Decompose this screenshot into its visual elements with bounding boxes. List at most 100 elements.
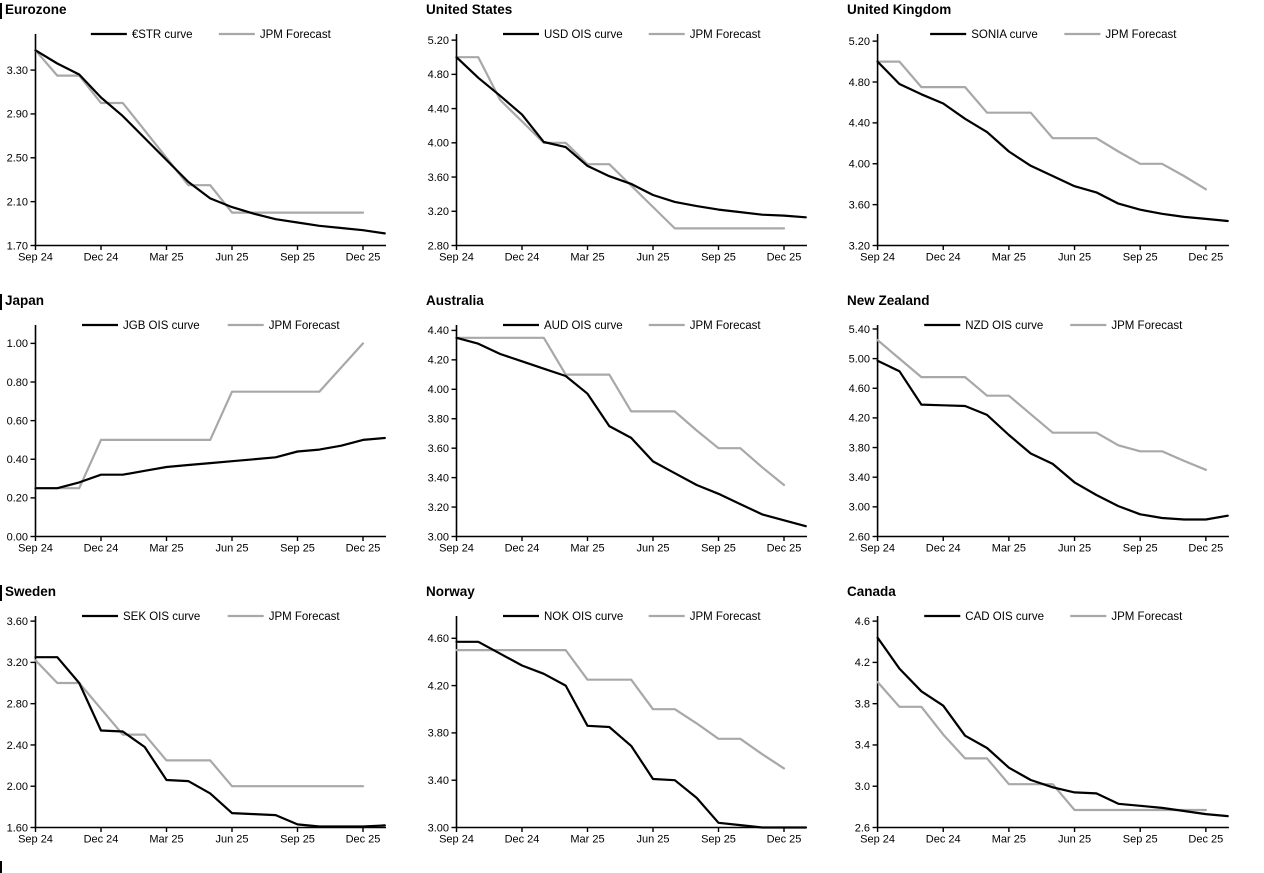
chart-canvas-united-states: 2.80 3.20 3.60 4.00 4.40 4.80 5.20 Sep 24 Dec 24… <box>428 29 807 264</box>
series-line-jpm-forecast <box>34 659 365 788</box>
y-tick-label: 3.40 <box>849 472 870 484</box>
legend-label-aud-ois-curve: AUD OIS curve <box>544 320 623 332</box>
chart-canvas-japan: 0.00 0.20 0.40 0.60 0.80 1.00 Sep 24 Dec 24 Mar … <box>7 320 386 555</box>
x-tick-label: Dec 24 <box>84 834 119 846</box>
x-tick-label: Dec 24 <box>505 252 540 264</box>
chart-panel-japan: 0.00 0.20 0.40 0.60 0.80 1.00 Sep 24 Dec 24 Mar … <box>0 291 421 582</box>
y-tick-label: 4.00 <box>428 138 449 150</box>
series-line-nok-ois-curve <box>455 640 807 829</box>
legend-label-cad-ois-curve: CAD OIS curve <box>965 611 1044 623</box>
y-tick-label: 2.90 <box>7 109 28 121</box>
x-tick-label: Dec 24 <box>84 543 119 555</box>
x-tick-label: Dec 25 <box>767 834 802 846</box>
x-tick-label: Sep 24 <box>860 543 895 555</box>
legend-label-jpm-forecast: JPM Forecast <box>690 611 762 623</box>
chart-title-united-states: United States <box>426 2 513 17</box>
y-tick-label: 1.70 <box>7 240 28 252</box>
x-tick-label: Jun 25 <box>1058 834 1091 846</box>
legend-label-jpm-forecast: JPM Forecast <box>690 29 762 41</box>
y-tick-label: 3.80 <box>849 442 870 454</box>
x-tick-label: Mar 25 <box>992 834 1026 846</box>
y-tick-label: 4.20 <box>428 680 449 692</box>
y-tick-label: 4.40 <box>428 103 449 115</box>
x-tick-label: Dec 25 <box>1188 834 1223 846</box>
series-line-jgb-ois-curve <box>34 436 386 490</box>
y-tick-label: 0.20 <box>7 493 28 505</box>
y-tick-label: 1.60 <box>7 822 28 834</box>
x-tick-label: Sep 24 <box>18 252 53 264</box>
x-tick-label: Dec 24 <box>926 252 961 264</box>
y-tick-label: 2.10 <box>7 196 28 208</box>
x-tick-label: Jun 25 <box>1058 543 1091 555</box>
y-tick-label: 3.60 <box>849 199 870 211</box>
y-tick-label: 4.60 <box>428 633 449 645</box>
x-tick-label: Dec 25 <box>346 543 381 555</box>
legend-label-sonia-curve: SONIA curve <box>971 29 1038 41</box>
series-line-jpm-forecast <box>455 336 786 487</box>
y-tick-label: 5.00 <box>849 353 870 365</box>
chart-panel-united-kingdom: 3.20 3.60 4.00 4.40 4.80 5.20 Sep 24 Dec 24 Mar … <box>842 0 1264 291</box>
x-tick-label: Sep 25 <box>280 834 315 846</box>
x-tick-label: Jun 25 <box>1058 252 1091 264</box>
legend-label-jgb-ois-curve: JGB OIS curve <box>123 320 200 332</box>
chart-title-japan: Japan <box>5 293 45 308</box>
chart-canvas-united-kingdom: 3.20 3.60 4.00 4.40 4.80 5.20 Sep 24 Dec 24 Mar … <box>849 29 1229 264</box>
x-tick-label: Dec 25 <box>1188 543 1223 555</box>
y-tick-label: 3.60 <box>7 616 28 628</box>
section-bar <box>0 3 2 19</box>
series-line-jpm-forecast <box>34 342 365 490</box>
y-tick-label: 3.60 <box>428 443 449 455</box>
x-tick-label: Mar 25 <box>570 252 604 264</box>
y-tick-label: 2.40 <box>7 740 28 752</box>
y-tick-label: 5.40 <box>849 324 870 336</box>
y-tick-label: 0.60 <box>7 415 28 427</box>
legend-label-jpm-forecast: JPM Forecast <box>260 29 332 41</box>
y-tick-label: 4.00 <box>849 159 870 171</box>
legend-label-jpm-forecast: JPM Forecast <box>1111 611 1183 623</box>
chart-canvas-canada: 2.6 3.0 3.4 3.8 4.2 4.6 Sep 24 Dec 24 Mar 25 Jun … <box>855 611 1229 846</box>
y-tick-label: 1.00 <box>7 338 28 350</box>
x-tick-label: Dec 24 <box>926 543 961 555</box>
x-tick-label: Mar 25 <box>992 252 1026 264</box>
x-tick-label: Sep 25 <box>701 543 736 555</box>
y-tick-label: 3.00 <box>428 822 449 834</box>
x-tick-label: Jun 25 <box>215 543 248 555</box>
chart-canvas-new-zealand: 2.60 3.00 3.40 3.80 4.20 4.60 5.00 5.40 Sep 24 De… <box>849 320 1229 555</box>
y-tick-label: 4.2 <box>855 657 870 669</box>
y-tick-label: 3.0 <box>855 781 870 793</box>
x-tick-label: Sep 25 <box>1123 834 1158 846</box>
chart-panel-new-zealand: 2.60 3.00 3.40 3.80 4.20 4.60 5.00 5.40 Sep 24 De… <box>842 291 1264 582</box>
series-line-jpm-forecast <box>876 680 1207 812</box>
legend-label-usd-ois-curve: USD OIS curve <box>544 29 623 41</box>
y-tick-label: 3.40 <box>428 775 449 787</box>
x-tick-label: Jun 25 <box>215 252 248 264</box>
chart-canvas-sweden: 1.60 2.00 2.40 2.80 3.20 3.60 Sep 24 Dec 24 Mar … <box>7 611 386 846</box>
x-tick-label: Jun 25 <box>636 834 669 846</box>
chart-title-australia: Australia <box>426 293 484 308</box>
y-tick-label: 3.40 <box>428 472 449 484</box>
y-tick-label: 0.40 <box>7 454 28 466</box>
legend-label-nok-ois-curve: NOK OIS curve <box>544 611 623 623</box>
y-tick-label: 4.40 <box>849 118 870 130</box>
y-tick-label: 3.20 <box>428 206 449 218</box>
chart-panel-united-states: 2.80 3.20 3.60 4.00 4.40 4.80 5.20 Sep 24 Dec 24… <box>421 0 842 291</box>
x-tick-label: Dec 24 <box>505 543 540 555</box>
x-tick-label: Dec 25 <box>767 543 802 555</box>
chart-panel-eurozone: 1.70 2.10 2.50 2.90 3.30 Sep 24 Dec 24 Mar 25 Ju… <box>0 0 421 291</box>
chart-panel-australia: 3.00 3.20 3.40 3.60 3.80 4.00 4.20 4.40 Sep 24 De… <box>421 291 842 582</box>
legend-label-sek-ois-curve: SEK OIS curve <box>123 611 200 623</box>
y-tick-label: 2.80 <box>428 240 449 252</box>
y-tick-label: 5.20 <box>428 35 449 47</box>
x-tick-label: Dec 24 <box>926 834 961 846</box>
chart-title-norway: Norway <box>426 584 475 599</box>
x-tick-label: Jun 25 <box>636 252 669 264</box>
chart-title-new-zealand: New Zealand <box>847 293 930 308</box>
chart-panel-canada: 2.6 3.0 3.4 3.8 4.2 4.6 Sep 24 Dec 24 Mar 25 Jun … <box>842 582 1264 873</box>
chart-canvas-eurozone: 1.70 2.10 2.50 2.90 3.30 Sep 24 Dec 24 Mar 25 Ju… <box>7 29 386 264</box>
y-tick-label: 2.50 <box>7 153 28 165</box>
x-tick-label: Dec 25 <box>346 834 381 846</box>
y-tick-label: 3.8 <box>855 698 870 710</box>
y-tick-label: 3.60 <box>428 172 449 184</box>
x-tick-label: Sep 25 <box>701 834 736 846</box>
